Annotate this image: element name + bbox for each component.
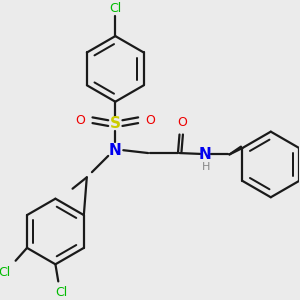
Text: H: H bbox=[202, 162, 210, 172]
Text: Cl: Cl bbox=[55, 286, 67, 299]
Text: O: O bbox=[75, 114, 85, 127]
Text: S: S bbox=[110, 116, 121, 130]
Text: O: O bbox=[146, 114, 155, 127]
Text: Cl: Cl bbox=[0, 266, 10, 279]
Text: Cl: Cl bbox=[109, 2, 122, 16]
Text: N: N bbox=[109, 143, 122, 158]
Text: O: O bbox=[177, 116, 187, 129]
Text: N: N bbox=[199, 147, 211, 162]
